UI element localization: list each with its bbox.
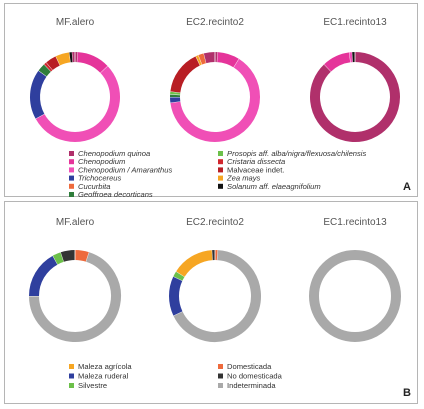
donut-slice-mf-alero-silvestre-3 bbox=[52, 252, 64, 265]
legend-swatch-geoffroea-decorticans bbox=[69, 192, 74, 197]
panel-a: A MF.alero EC2.recinto2 EC1.recinto13 Cheno… bbox=[4, 3, 418, 198]
donut-slice-ec2-recinto2-maleza-ruderal-2 bbox=[169, 276, 183, 316]
donut-slice-ec2-recinto2-cucurbita-8 bbox=[198, 53, 207, 65]
donut-slice-ec1-recinto13-indeterminada-0 bbox=[309, 250, 401, 342]
donut-slice-mf-alero-malvaceae-indet-6 bbox=[46, 56, 61, 71]
legend-swatch-solanum-aff-elaeagnifolium bbox=[218, 183, 223, 189]
legend-label-zea-mays: Zea mays bbox=[226, 174, 261, 183]
legend-swatch-cristaria-dissecta bbox=[218, 159, 223, 165]
legend-label-maleza-ruderal: Maleza ruderal bbox=[78, 372, 129, 381]
slice-separator bbox=[211, 250, 214, 261]
donut-slice-ec2-recinto2-chenopodium-1 bbox=[216, 52, 240, 68]
panel-a-chart: A MF.alero EC2.recinto2 EC1.recinto13 Cheno… bbox=[30, 17, 411, 198]
legend-label-chenopodium-quinoa: Chenopodium quinoa bbox=[78, 149, 150, 158]
legend-swatch-indeterminada bbox=[218, 383, 223, 388]
donut-slice-mf-alero-geoffroea-decorticans-4 bbox=[38, 64, 52, 77]
panel-letter-b: B bbox=[403, 387, 411, 399]
legend-swatch-maleza-ruderal bbox=[69, 373, 74, 379]
legend-label-solanum-aff-elaeagnifolium: Solanum aff. elaeagnifolium bbox=[227, 182, 321, 191]
chart-title-ec2-recinto2: EC2.recinto2 bbox=[186, 17, 244, 28]
donut-slice-mf-alero-trichocereus-3 bbox=[30, 70, 47, 119]
donut-slice-mf-alero-zea-mays-7 bbox=[55, 52, 71, 66]
chart-title-mf-alero: MF.alero bbox=[56, 217, 95, 228]
legend-swatch-chenopodium-amaranthus bbox=[69, 167, 74, 173]
donut-slice-ec2-recinto2-maleza-agr-cola-4 bbox=[176, 250, 214, 277]
donut-slice-ec2-recinto2-indeterminada-1 bbox=[173, 250, 261, 342]
panel-b-chart: B MF.alero EC2.recinto2 EC1.recinto13 Malez… bbox=[29, 217, 411, 399]
legend-swatch-no-domesticada bbox=[218, 373, 223, 379]
donut-slice-ec1-recinto13-chenopodium-1 bbox=[324, 52, 351, 72]
legend-swatch-domesticada bbox=[218, 364, 223, 369]
legend-label-indeterminada: Indeterminada bbox=[227, 381, 276, 390]
legend-swatch-zea-mays bbox=[218, 175, 223, 181]
legend-label-malvaceae-indet: Malvaceae indet. bbox=[227, 165, 284, 174]
legend-label-trichocereus: Trichocereus bbox=[78, 174, 122, 183]
legend-label-cristaria-dissecta: Cristaria dissecta bbox=[227, 157, 285, 166]
slice-separator bbox=[173, 276, 183, 282]
legend-swatch-chenopodium-quinoa bbox=[69, 151, 74, 156]
chart-title-ec1-recinto13: EC1.recinto13 bbox=[323, 217, 387, 228]
legend-label-chenopodium: Chenopodium bbox=[78, 157, 125, 166]
donut-slice-mf-alero-maleza-ruderal-2 bbox=[29, 255, 58, 297]
slice-separator bbox=[198, 55, 203, 65]
legend-label-silvestre: Silvestre bbox=[78, 381, 107, 390]
donut-slice-ec1-recinto13-chenopodium-quinoa-0 bbox=[310, 52, 400, 142]
legend-swatch-cucurbita bbox=[69, 183, 74, 189]
legend-swatch-silvestre bbox=[69, 383, 74, 388]
legend-swatch-maleza-agr-cola bbox=[69, 364, 74, 369]
donut-slice-mf-alero-indeterminada-1 bbox=[29, 252, 121, 342]
donut-slice-mf-alero-domesticada-0 bbox=[74, 250, 90, 262]
slice-separator bbox=[71, 52, 74, 63]
panel-b: B MF.alero EC2.recinto2 EC1.recinto13 Malez… bbox=[4, 201, 418, 404]
legend-swatch-prosopis-aff-alba-nigra-flexuosa-chilensis bbox=[218, 151, 223, 156]
legend-label-cucurbita: Cucurbita bbox=[78, 182, 111, 191]
slice-separator bbox=[85, 252, 90, 262]
legend-label-maleza-agr-cola: Maleza agrícola bbox=[78, 362, 132, 371]
legend-swatch-malvaceae-indet bbox=[218, 167, 223, 173]
slice-separator bbox=[351, 52, 354, 63]
slice-separator bbox=[100, 65, 109, 74]
legend-swatch-chenopodium bbox=[69, 159, 74, 165]
donut-slice-ec2-recinto2-chenopodium-amaranthus-2 bbox=[170, 59, 260, 142]
chart-title-mf-alero: MF.alero bbox=[56, 17, 95, 28]
panel-letter-a: A bbox=[403, 181, 411, 193]
slice-separator bbox=[323, 63, 332, 72]
legend-label-no-domesticada: No domesticada bbox=[227, 372, 283, 381]
chart-title-ec2-recinto2: EC2.recinto2 bbox=[186, 217, 244, 228]
chart-title-ec1-recinto13: EC1.recinto13 bbox=[323, 17, 387, 28]
legend-label-domesticada: Domesticada bbox=[227, 362, 272, 371]
donut-slice-mf-alero-chenopodium-amaranthus-2 bbox=[35, 66, 120, 142]
donut-slice-mf-alero-chenopodium-1 bbox=[76, 52, 108, 74]
legend-label-prosopis-aff-alba-nigra-flexuosa-chilensis: Prosopis aff. alba/nigra/flexuosa/chilen… bbox=[227, 149, 366, 158]
slice-separator bbox=[52, 255, 59, 265]
legend-swatch-trichocereus bbox=[69, 175, 74, 181]
legend-label-geoffroea-decorticans: Geoffroea decorticans bbox=[78, 190, 153, 198]
donut-slice-ec2-recinto2-silvestre-3 bbox=[173, 271, 185, 281]
donut-slice-ec2-recinto2-malvaceae-indet-6 bbox=[170, 56, 201, 93]
donut-slice-ec2-recinto2-chenopodium-quinoa-9 bbox=[203, 52, 216, 64]
legend-label-chenopodium-amaranthus: Chenopodium / Amaranthus bbox=[78, 165, 172, 174]
donut-slice-mf-alero-no-domesticada-4 bbox=[60, 250, 76, 262]
